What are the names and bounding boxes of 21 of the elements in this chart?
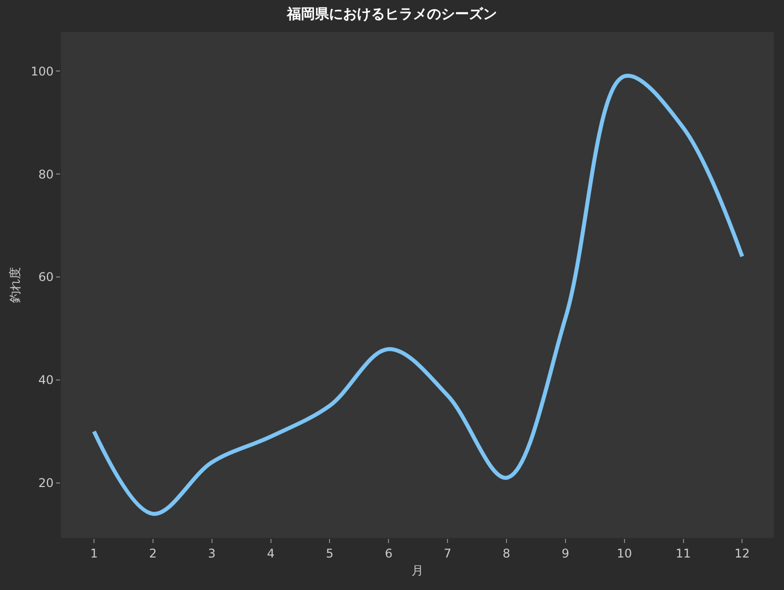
y-tick-label: 20: [38, 476, 54, 490]
y-tick-label: 40: [38, 373, 54, 388]
x-tick-label: 3: [208, 546, 216, 560]
x-tick-label: 12: [734, 546, 750, 560]
y-tick-label: 80: [38, 167, 54, 182]
y-tick-label: 100: [30, 64, 54, 78]
x-tick-label: 7: [444, 546, 452, 560]
x-tick-label: 11: [676, 546, 691, 560]
line-series: [92, 74, 744, 516]
x-tick-label: 8: [502, 546, 510, 560]
y-tick-label: 60: [38, 270, 54, 284]
chart-title: 福岡県におけるヒラメのシーズン: [286, 6, 497, 23]
y-axis-title: 釣れ度: [8, 267, 22, 303]
x-tick-label: 2: [149, 546, 157, 560]
x-tick-label: 10: [616, 546, 632, 560]
x-tick-label: 6: [384, 546, 392, 560]
x-axis-title: 月: [412, 563, 424, 578]
x-tick-label: 1: [90, 546, 98, 560]
x-tick-label: 9: [562, 546, 570, 560]
x-tick-label: 4: [266, 546, 275, 560]
x-tick-label: 5: [326, 546, 334, 560]
